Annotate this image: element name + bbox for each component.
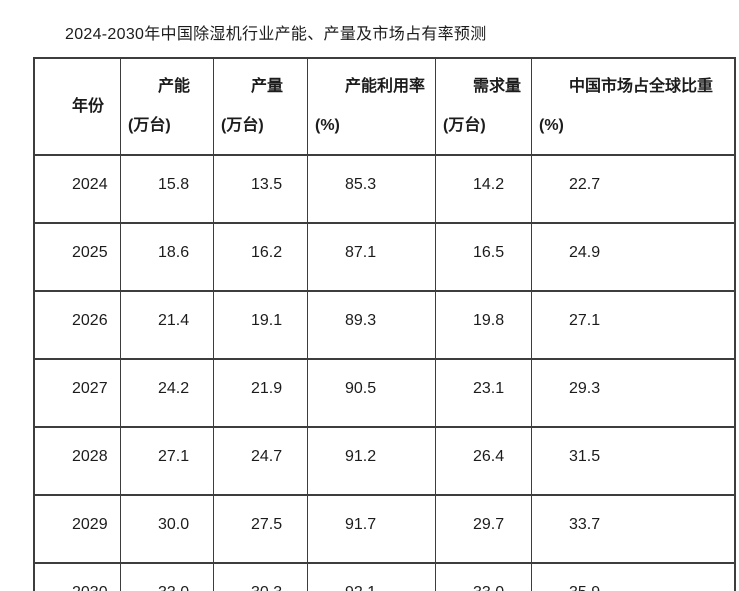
column-label: 需求量 xyxy=(473,78,522,95)
cell-value: 27.5 xyxy=(213,494,308,564)
column-header-2: 产能 (万台) xyxy=(120,57,214,156)
table-row: 2024 15.8 13.5 85.3 14.2 22.7 xyxy=(33,154,736,224)
cell-value: 24.9 xyxy=(531,222,736,292)
cell-value: 29.7 xyxy=(435,494,532,564)
column-header-text: 产能 (万台) xyxy=(121,78,213,135)
cell-value: 19.8 xyxy=(435,290,532,360)
cell-value: 30.0 xyxy=(120,494,214,564)
cell-year: 2027 xyxy=(33,358,121,428)
cell-value: 91.7 xyxy=(307,494,436,564)
cell-value: 24.7 xyxy=(213,426,308,496)
cell-value: 26.4 xyxy=(435,426,532,496)
cell-year: 2026 xyxy=(33,290,121,360)
header-row: 年份 产能 (万台) 产量 (万台) 产能利用率 (%) 需求量 (万台) 中国市场占全球比重 (%… xyxy=(33,57,736,156)
cell-value: 21.9 xyxy=(213,358,308,428)
column-header-text: 产能利用率 (%) xyxy=(308,78,435,135)
cell-value: 21.4 xyxy=(120,290,214,360)
cell-value: 92.1 xyxy=(307,562,436,591)
forecast-table: 年份 产能 (万台) 产量 (万台) 产能利用率 (%) 需求量 (万台) 中国市场占全球比重 (%… xyxy=(33,57,736,591)
cell-value: 30.3 xyxy=(213,562,308,591)
cell-value: 31.5 xyxy=(531,426,736,496)
cell-value: 87.1 xyxy=(307,222,436,292)
table-body: 2024 15.8 13.5 85.3 14.2 22.7 2025 18.6 16.2 87.1… xyxy=(33,154,736,591)
table-row: 2027 24.2 21.9 90.5 23.1 29.3 xyxy=(33,358,736,428)
cell-value: 16.2 xyxy=(213,222,308,292)
column-label: 年份 xyxy=(72,97,105,115)
table-row: 203033.030.392.133.035.9 xyxy=(33,562,736,591)
column-unit: (万台) xyxy=(128,117,171,134)
cell-year: 2029 xyxy=(33,494,121,564)
column-header-text: 需求量 (万台) xyxy=(436,78,531,135)
table-row: 2028 27.1 24.7 91.2 26.4 31.5 xyxy=(33,426,736,496)
cell-value: 19.1 xyxy=(213,290,308,360)
table-title: 2024-2030年中国除湿机行业产能、产量及市场占有率预测 xyxy=(65,26,487,43)
cell-value: 91.2 xyxy=(307,426,436,496)
cell-value: 85.3 xyxy=(307,154,436,224)
cell-value: 89.3 xyxy=(307,290,436,360)
cell-value: 15.8 xyxy=(120,154,214,224)
cell-value: 29.3 xyxy=(531,358,736,428)
column-label: 产能 xyxy=(158,78,191,95)
cell-value: 24.2 xyxy=(120,358,214,428)
column-unit: (%) xyxy=(539,117,564,134)
table-header: 年份 产能 (万台) 产量 (万台) 产能利用率 (%) 需求量 (万台) 中国市场占全球比重 (%… xyxy=(33,57,736,156)
cell-value: 16.5 xyxy=(435,222,532,292)
cell-value: 35.9 xyxy=(531,562,736,591)
cell-value: 90.5 xyxy=(307,358,436,428)
cell-value: 14.2 xyxy=(435,154,532,224)
cell-year: 2025 xyxy=(33,222,121,292)
table-row: 2029 30.0 27.5 91.7 29.7 33.7 xyxy=(33,494,736,564)
cell-year: 2030 xyxy=(33,562,121,591)
cell-value: 23.1 xyxy=(435,358,532,428)
cell-value: 27.1 xyxy=(531,290,736,360)
column-header-4: 产能利用率 (%) xyxy=(307,57,436,156)
cell-value: 33.0 xyxy=(120,562,214,591)
cell-value: 27.1 xyxy=(120,426,214,496)
column-unit: (%) xyxy=(315,117,340,134)
cell-value: 18.6 xyxy=(120,222,214,292)
column-unit: (万台) xyxy=(443,117,486,134)
table-row: 2026 21.4 19.1 89.3 19.8 27.1 xyxy=(33,290,736,360)
column-unit: (万台) xyxy=(221,117,264,134)
cell-year: 2024 xyxy=(33,154,121,224)
cell-value: 13.5 xyxy=(213,154,308,224)
column-header-6: 中国市场占全球比重 (%) xyxy=(531,57,736,156)
cell-value: 33.0 xyxy=(435,562,532,591)
column-header-text: 产量 (万台) xyxy=(214,78,307,135)
column-header-1: 年份 xyxy=(33,57,121,156)
column-header-text: 年份 xyxy=(35,98,120,116)
column-header-3: 产量 (万台) xyxy=(213,57,308,156)
column-label: 产能利用率 xyxy=(345,78,426,95)
column-label: 产量 xyxy=(251,78,284,95)
column-header-text: 中国市场占全球比重 (%) xyxy=(532,78,734,135)
cell-value: 33.7 xyxy=(531,494,736,564)
table-row: 2025 18.6 16.2 87.1 16.5 24.9 xyxy=(33,222,736,292)
column-header-5: 需求量 (万台) xyxy=(435,57,532,156)
cell-value: 22.7 xyxy=(531,154,736,224)
cell-year: 2028 xyxy=(33,426,121,496)
column-label: 中国市场占全球比重 xyxy=(569,78,714,95)
